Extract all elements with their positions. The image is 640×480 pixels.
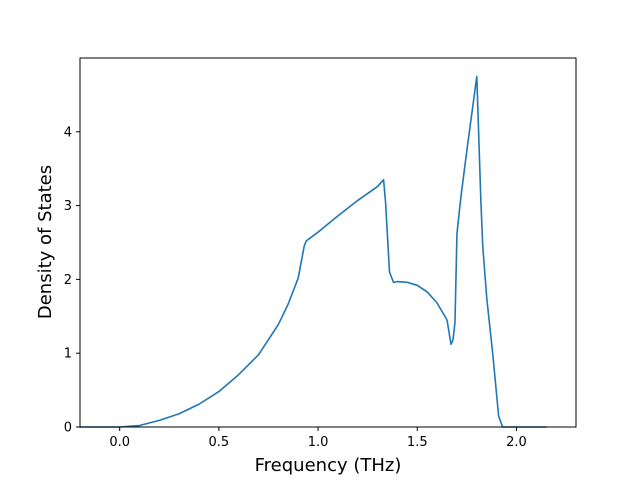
y-tick-label: 0 xyxy=(64,421,72,436)
x-axis-label: Frequency (THz) xyxy=(255,455,402,476)
y-tick-label: 3 xyxy=(64,199,72,214)
y-axis-label: Density of States xyxy=(35,165,56,319)
series-line-0 xyxy=(79,75,548,428)
x-tick-label: 1.5 xyxy=(407,435,428,450)
y-tick-label: 4 xyxy=(64,125,72,140)
plot-area xyxy=(79,57,577,428)
x-tick-label: 0.0 xyxy=(109,435,130,450)
x-tick-label: 0.5 xyxy=(209,435,230,450)
x-tick-label: 2.0 xyxy=(506,435,527,450)
y-axis-ticks: 0 1 2 3 4 xyxy=(64,125,80,436)
x-axis-ticks: 0.0 0.5 1.0 1.5 2.0 xyxy=(109,427,527,450)
y-tick-label: 1 xyxy=(64,347,72,362)
y-tick-label: 2 xyxy=(64,273,72,288)
plot-frame xyxy=(79,57,577,428)
x-tick-label: 1.0 xyxy=(308,435,329,450)
